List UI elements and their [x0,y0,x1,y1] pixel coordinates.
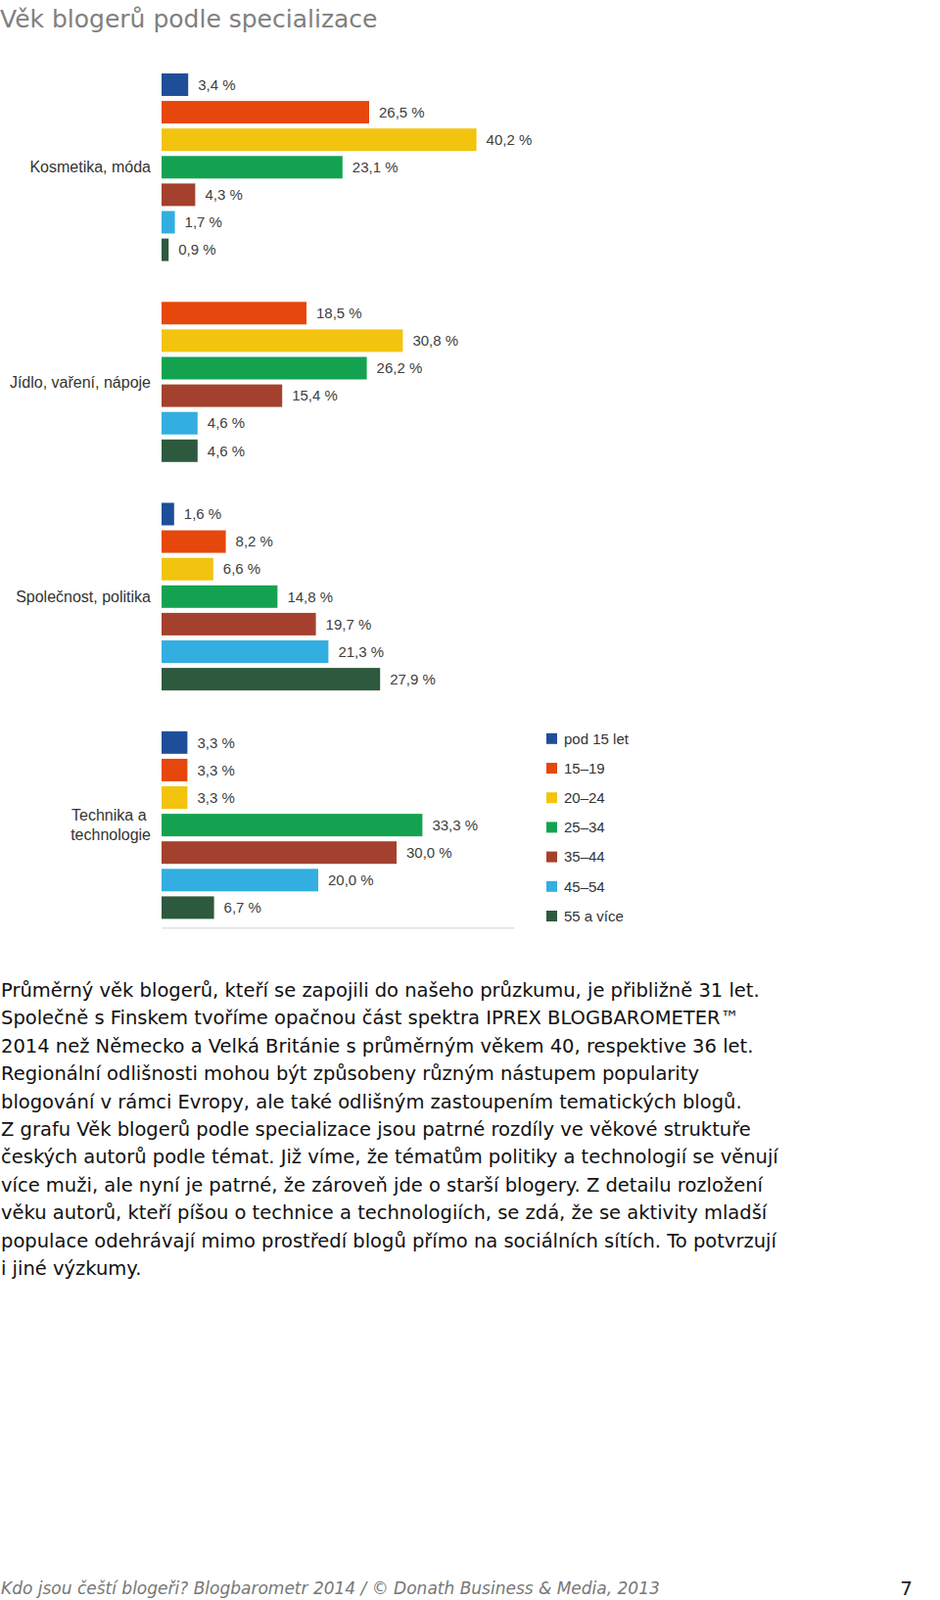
legend-swatch [546,733,558,745]
data-label: 4,6 % [207,442,245,460]
data-label: 3,3 % [196,734,235,752]
data-label: 20,0 % [328,871,375,889]
axis-line [162,927,516,929]
paragraph-line: Regionální odlišnosti mohou být způsoben… [0,1062,700,1085]
legend-swatch [546,762,558,774]
bar [161,73,188,96]
data-label: 30,0 % [406,844,453,861]
paragraph-line: více muži, ale nyní je patrné, že zárove… [0,1174,764,1197]
data-label: 3,3 % [196,789,235,806]
paragraph-line: věku autorů, kteří píšou o technice a te… [0,1201,768,1224]
bar [161,895,215,919]
bar [161,238,169,262]
bar [161,357,368,380]
paragraph-line: Průměrný věk blogerů, kteří se zapojili … [0,979,760,1002]
paragraph-line: i jiné výzkumy. [0,1257,141,1280]
legend-swatch [546,792,558,803]
bar [161,558,214,581]
data-label: 26,5 % [378,103,425,121]
data-label: 30,8 % [412,331,459,349]
bar [161,211,176,235]
data-label: 4,3 % [204,186,242,203]
bars [161,73,477,919]
legend-label: 55 a více [564,907,624,925]
legend: pod 15 let 15–19 20–24 25–34 35–44 45–54 55 a … [546,730,630,925]
data-label: 18,5 % [316,304,363,322]
legend-label: 20–24 [564,789,606,806]
bar [161,640,329,663]
footer: Kdo jsou čeští blogeři? Blogbarometr 201… [0,1576,913,1600]
legend-swatch [546,881,558,893]
bar [161,412,198,435]
footer-source: Kdo jsou čeští blogeři? Blogbarometr 201… [0,1578,660,1598]
bar [161,100,370,124]
data-label: 14,8 % [286,588,333,606]
data-label: 15,4 % [291,386,338,404]
data-label: 19,7 % [326,615,373,633]
bar [161,329,403,352]
category-labels: Kosmetika, móda Jídlo, vaření, nápoje Spol… [9,158,151,844]
paragraph-line: Z grafu Věk blogerů podle specializace j… [0,1118,752,1141]
bar [161,731,188,754]
data-label: 6,7 % [224,898,262,916]
data-label: 23,1 % [352,158,399,176]
data-label: 8,2 % [235,532,274,550]
bar [161,301,307,325]
bar [161,841,397,864]
bar [161,384,282,408]
paragraph-line: populace odehrávají mimo prostředí blogů… [0,1229,777,1253]
legend-swatch [546,821,558,833]
paragraph-line: českých autorů podle témat. Již víme, že… [0,1145,779,1169]
bar [161,667,380,691]
data-label: 3,4 % [197,76,235,94]
page: Věk blogerů podle specializace 3,4 % 1,6 %… [0,0,940,1600]
data-label: 6,6 % [223,560,261,577]
legend-label: pod 15 let [564,730,630,748]
data-label: 1,7 % [185,213,223,231]
bar [161,183,195,206]
bar [161,530,227,554]
x-axis [162,927,516,929]
paragraph-line: Společně s Finskem tvoříme opačnou část … [0,1006,740,1030]
bar [161,612,317,636]
bar [161,128,477,151]
category-label: Jídlo, vaření, nápoje [9,374,151,391]
legend-swatch [546,851,558,863]
bar [161,503,175,526]
category-label: Kosmetika, móda [29,158,151,176]
data-label: 27,9 % [389,670,436,688]
paragraph: Průměrný věk blogerů, kteří se zapojili … [0,979,779,1280]
bar [161,758,188,782]
legend-label: 45–54 [564,878,606,895]
data-label: 40,2 % [486,131,533,148]
legend-label: 15–19 [564,759,606,777]
bar [161,868,319,892]
bar [161,585,278,609]
chart-title: Věk blogerů podle specializace [0,4,377,34]
paragraph-line: blogování v rámci Evropy, ale také odliš… [0,1090,743,1114]
bar [161,439,198,463]
data-label: 3,3 % [196,761,235,779]
bar [161,155,343,179]
data-label: 21,3 % [337,643,384,660]
page-number: 7 [899,1576,913,1600]
bar [161,813,423,837]
data-labels: 3,4 % 1,6 % 3,3 % 26,5 % 18,5 % 8,2 % 3,3 % 40,… [178,76,532,916]
data-label: 4,6 % [207,414,245,431]
bar [161,786,188,809]
paragraph-line: 2014 než Německo a Velká Británie s prům… [0,1034,753,1058]
legend-label: 25–34 [564,818,606,836]
data-label: 26,2 % [376,359,423,376]
legend-label: 35–44 [564,847,606,865]
data-label: 1,6 % [184,505,222,522]
category-label: Společnost, politika [15,588,151,606]
legend-swatch [546,910,558,922]
data-label: 0,9 % [178,240,216,258]
category-label: Technika a technologie [70,806,151,844]
data-label: 33,3 % [431,816,478,834]
